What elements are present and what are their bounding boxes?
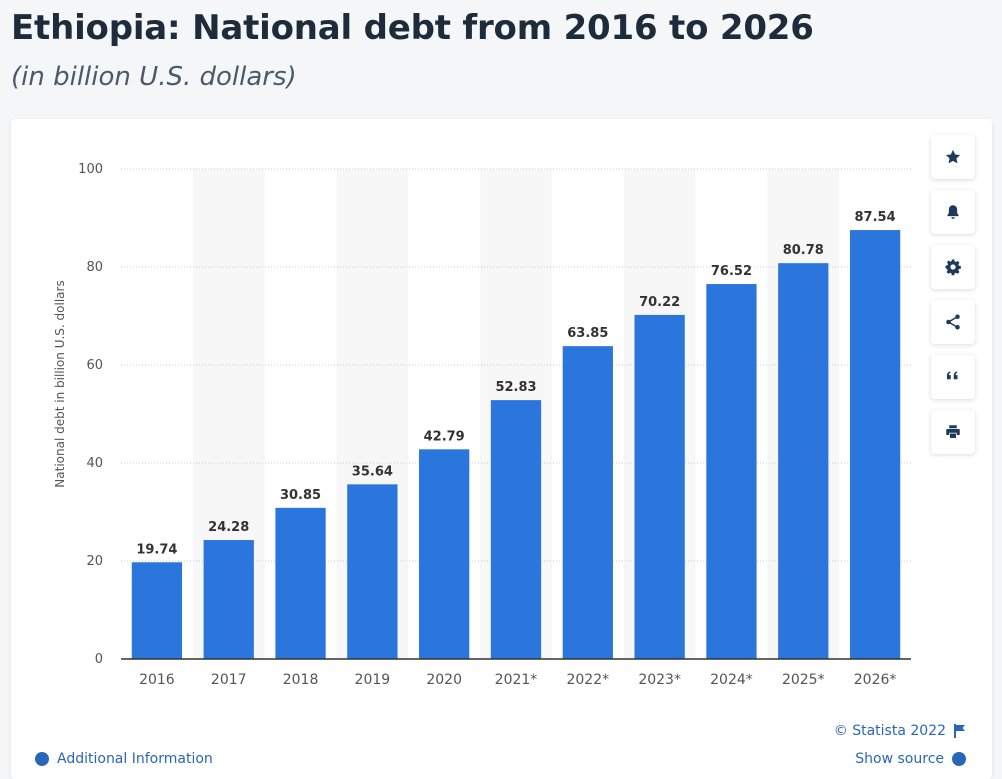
x-tick-label: 2018 (283, 672, 319, 688)
cite-button[interactable] (931, 355, 975, 399)
bar (347, 484, 398, 659)
print-icon (946, 425, 960, 438)
bar (275, 507, 326, 659)
chart-card: 0 20 40 60 80 100 19.74 2016 24.28 2017 30.85 2018 3… (11, 119, 992, 779)
bar (706, 284, 757, 659)
share-button[interactable] (931, 300, 975, 344)
data-label: 19.74 (136, 542, 177, 557)
bar (419, 449, 470, 659)
data-label: 30.85 (280, 488, 321, 503)
show-source-text: Show source (855, 751, 944, 767)
show-source-icon (952, 752, 966, 766)
bar (203, 540, 254, 659)
data-label: 76.52 (711, 264, 752, 279)
x-tick-label: 2025* (782, 672, 825, 688)
bar (490, 400, 542, 659)
x-tick-label: 2016 (139, 672, 175, 688)
quote-icon (947, 371, 958, 380)
favorite-button[interactable] (931, 135, 975, 179)
show-source-link[interactable]: Show source (855, 751, 966, 767)
data-label: 80.78 (783, 243, 824, 258)
bar (131, 562, 183, 659)
y-axis-label: National debt in billion U.S. dollars (53, 280, 67, 487)
y-tick-label: 0 (95, 652, 103, 667)
flag-icon (954, 724, 965, 738)
page-title: Ethiopia: National debt from 2016 to 202… (11, 8, 814, 48)
data-label: 35.64 (352, 464, 393, 479)
data-label: 52.83 (495, 380, 536, 395)
bar (849, 230, 901, 659)
y-tick-label: 100 (78, 162, 103, 177)
star-icon (945, 149, 961, 164)
copyright-text: © Statista 2022 (833, 723, 946, 739)
bell-icon (947, 205, 959, 219)
x-tick-label: 2024* (710, 672, 753, 688)
bar (778, 263, 829, 659)
print-button[interactable] (931, 410, 975, 454)
data-label: 70.22 (639, 295, 680, 310)
share-icon (946, 314, 960, 330)
x-tick-label: 2022* (566, 672, 609, 688)
y-tick-label: 40 (86, 456, 103, 471)
copyright-link[interactable]: © Statista 2022 (834, 723, 966, 739)
additional-info-text: Additional Information (57, 751, 213, 767)
x-tick-label: 2026* (854, 672, 897, 688)
x-tick-label: 2017 (211, 672, 247, 688)
bar (562, 346, 613, 659)
bar-chart: 0 20 40 60 80 100 19.74 2016 24.28 2017 30.85 2018 3… (53, 162, 911, 688)
y-tick-label: 20 (86, 554, 103, 569)
additional-info-link[interactable]: Additional Information (35, 751, 213, 767)
y-tick-label: 60 (86, 358, 103, 373)
y-tick-label: 80 (86, 260, 103, 275)
notification-button[interactable] (931, 190, 975, 234)
data-label: 87.54 (855, 210, 896, 225)
x-tick-label: 2020 (426, 672, 462, 688)
info-icon (35, 752, 49, 766)
data-label: 42.79 (424, 429, 465, 444)
settings-button[interactable] (931, 245, 975, 289)
data-label: 24.28 (208, 520, 249, 535)
x-tick-label: 2023* (638, 672, 681, 688)
x-tick-label: 2019 (355, 672, 391, 688)
page-subtitle: (in billion U.S. dollars) (11, 62, 297, 92)
x-tick-label: 2021* (495, 672, 538, 688)
data-label: 63.85 (567, 326, 608, 341)
bar (634, 314, 685, 659)
gear-icon (945, 259, 961, 276)
